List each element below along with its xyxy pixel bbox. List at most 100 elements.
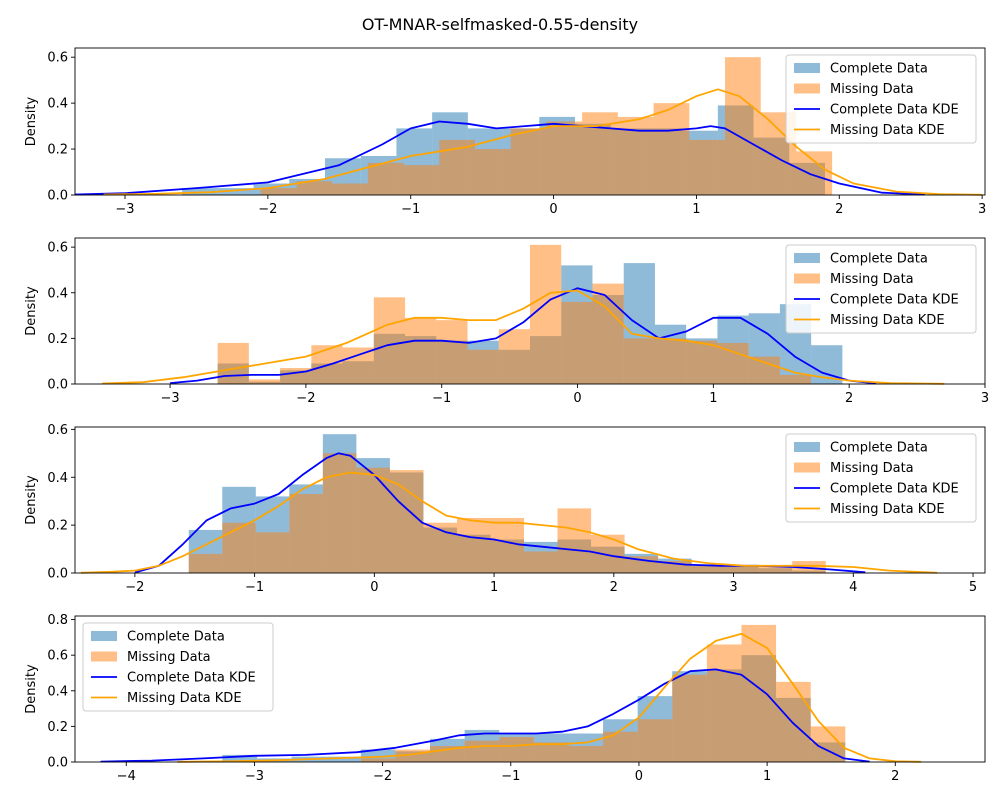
missing-hist-bar xyxy=(510,128,547,195)
subplots: −3 −2 −1 0 1 2 3 0.0 0.2 0.4 0.6 Density Complete Da… xyxy=(24,47,989,784)
missing-hist-bar xyxy=(725,565,759,573)
missing-hist-bar xyxy=(779,374,812,384)
missing-kde-line xyxy=(177,632,921,763)
missing-kde-line xyxy=(103,88,983,196)
y-axis-label: Density xyxy=(24,96,39,146)
missing-hist-bar xyxy=(360,758,396,762)
subplot-1: −3 −2 −1 0 1 2 3 0.0 0.2 0.4 0.6 Density Complete Da… xyxy=(24,47,986,217)
legend-label: Complete Data xyxy=(830,252,928,267)
missing-hist-bar xyxy=(591,534,625,573)
missing-hist-bar xyxy=(498,329,530,384)
y-tick-label: 0.0 xyxy=(47,756,68,771)
x-tick-label: 1 xyxy=(709,391,717,406)
legend-swatch xyxy=(794,273,820,284)
x-tick-label: 2 xyxy=(610,580,618,595)
legend-label: Missing Data xyxy=(127,650,211,665)
missing-hist-bar xyxy=(689,139,725,195)
subplot-3: −2 −1 0 1 2 3 4 5 0.0 0.2 0.4 0.6 Density Complete Da… xyxy=(24,423,986,595)
missing-hist-bar xyxy=(592,283,624,384)
y-tick-label: 0.0 xyxy=(47,378,68,393)
legend-frame xyxy=(785,433,977,523)
legend-label: Missing Data KDE xyxy=(830,502,945,517)
legend-label: Missing Data xyxy=(830,461,914,476)
y-tick-label: 0.4 xyxy=(47,97,68,112)
missing-hist-bar xyxy=(796,151,833,195)
legend-label: Missing Data KDE xyxy=(830,123,945,138)
x-tick-label: −2 xyxy=(125,580,144,595)
y-tick-label: 0.0 xyxy=(47,567,68,582)
complete-kde-line xyxy=(170,287,877,385)
missing-hist-bar xyxy=(389,470,424,573)
missing-hist-bar xyxy=(373,297,406,384)
missing-hist-bar xyxy=(792,561,826,573)
legend: Complete Data Missing Data Complete Data K… xyxy=(785,54,977,144)
legend-label: Complete Data xyxy=(830,441,928,456)
missing-hist-bar xyxy=(725,57,761,195)
x-tick-label: −4 xyxy=(117,769,136,784)
missing-hist-bar xyxy=(248,379,281,384)
missing-hist-bar xyxy=(637,719,673,762)
y-tick-label: 0.2 xyxy=(47,143,68,158)
missing-hist-bar xyxy=(188,553,223,573)
subplot-2: −3 −2 −1 0 1 2 3 0.0 0.2 0.4 0.6 Density Complete Da… xyxy=(24,237,989,406)
missing-hist-bar xyxy=(342,347,374,384)
x-tick-label: −2 xyxy=(373,769,392,784)
legend-frame xyxy=(785,54,977,144)
x-tick-label: 0 xyxy=(549,202,557,217)
missing-hist-bar xyxy=(222,522,256,573)
axes-frame xyxy=(74,237,986,385)
missing-hist-bar xyxy=(533,742,569,762)
complete-hist-bar xyxy=(326,756,361,762)
missing-hist-bar xyxy=(405,317,437,384)
y-tick-label: 0.4 xyxy=(47,471,68,486)
missing-hist-bar xyxy=(530,244,562,384)
legend-label: Missing Data xyxy=(830,272,914,287)
legend-frame xyxy=(785,244,977,334)
figure-title: OT-MNAR-selfmasked-0.55-density xyxy=(362,15,638,34)
x-tick-label: 3 xyxy=(978,202,986,217)
missing-hist-bar xyxy=(289,494,323,573)
y-tick-label: 0.2 xyxy=(47,519,68,534)
y-tick-label: 0.6 xyxy=(47,51,68,66)
y-tick-label: 0.6 xyxy=(47,649,68,664)
x-tick-label: 1 xyxy=(763,769,771,784)
missing-hist-bar xyxy=(467,349,499,384)
y-tick-label: 0.6 xyxy=(47,241,68,256)
x-tick-label: 1 xyxy=(490,580,498,595)
legend-label: Missing Data KDE xyxy=(830,313,945,328)
y-tick-label: 0.2 xyxy=(47,332,68,347)
missing-hist-bar xyxy=(524,551,558,573)
missing-hist-bar xyxy=(356,467,390,573)
missing-hist-bar xyxy=(367,162,404,195)
x-tick-label: 3 xyxy=(981,391,989,406)
x-tick-label: −1 xyxy=(432,391,451,406)
missing-hist-bar xyxy=(403,165,440,195)
legend-swatch xyxy=(794,462,820,473)
missing-hist-bar xyxy=(322,453,357,573)
missing-hist-bar xyxy=(653,103,690,195)
missing-hist-bars xyxy=(217,244,812,384)
legend-label: Complete Data KDE xyxy=(830,293,959,308)
complete-kde-line xyxy=(100,668,870,763)
legend: Complete Data Missing Data Complete Data K… xyxy=(785,433,977,523)
y-axis-label: Density xyxy=(24,664,39,714)
missing-hist-bar xyxy=(557,508,592,573)
y-tick-label: 0.2 xyxy=(47,720,68,735)
missing-hist-bar xyxy=(260,188,297,195)
missing-hist-bar xyxy=(436,320,468,384)
missing-hist-bar xyxy=(691,565,726,573)
legend-label: Complete Data xyxy=(830,62,928,77)
x-tick-label: 0 xyxy=(573,391,581,406)
x-tick-label: 2 xyxy=(835,202,843,217)
legend: Complete Data Missing Data Complete Data K… xyxy=(785,244,977,334)
missing-hist-bar xyxy=(475,149,511,195)
axes-frame xyxy=(74,47,986,196)
missing-hist-bar xyxy=(296,181,333,195)
complete-hist-bar xyxy=(222,754,257,762)
missing-hist-bar xyxy=(717,342,749,384)
missing-hist-bar xyxy=(748,356,780,384)
x-tick-label: −3 xyxy=(115,202,134,217)
missing-hist-bar xyxy=(332,183,368,195)
x-tick-label: −3 xyxy=(245,769,264,784)
